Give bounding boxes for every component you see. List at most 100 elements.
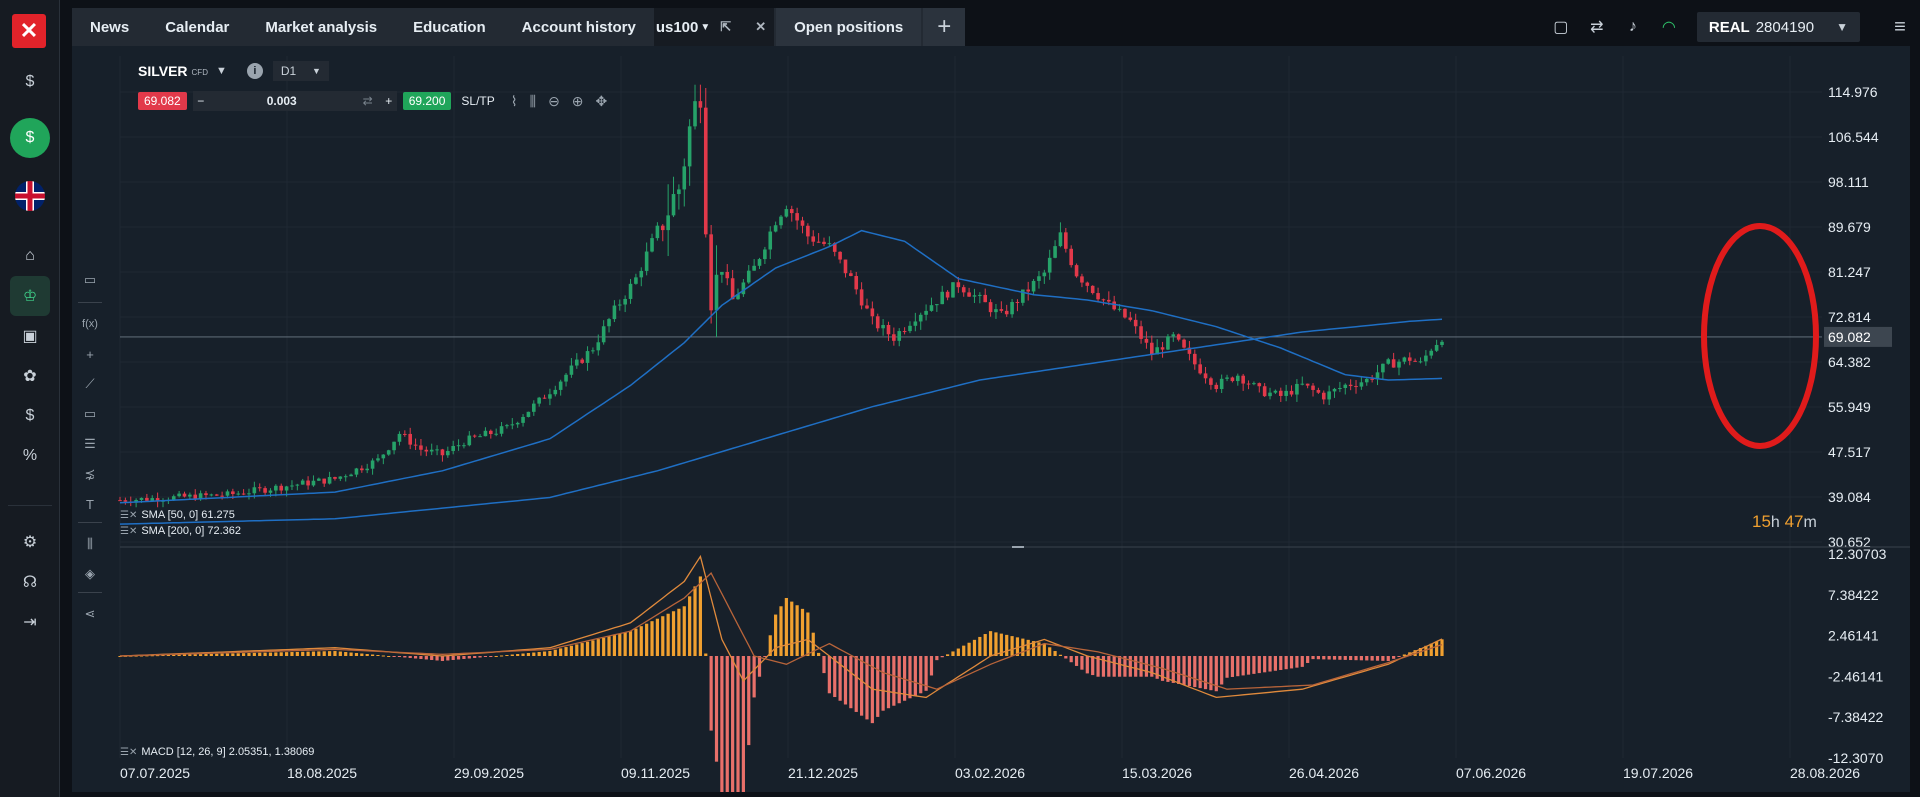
settings-small-icon[interactable]: ☰✕ bbox=[120, 509, 138, 521]
zoom-in-icon[interactable]: ⊕ bbox=[571, 92, 584, 109]
swap-icon[interactable]: ⇄ bbox=[362, 94, 373, 108]
macd-histogram-bar bbox=[972, 639, 977, 656]
macd-histogram-bar bbox=[763, 656, 767, 657]
move-icon[interactable]: ✥ bbox=[595, 92, 608, 109]
coin-icon[interactable]: $ bbox=[25, 407, 35, 424]
logout-icon[interactable]: ⇥ bbox=[23, 614, 37, 631]
zoom-out-icon[interactable]: ⊖ bbox=[548, 92, 560, 109]
text-tool-icon[interactable]: T bbox=[86, 496, 94, 512]
macd-histogram-bar bbox=[188, 654, 192, 656]
xtb-logo[interactable]: ✕ bbox=[12, 14, 46, 48]
add-tab-button[interactable]: + bbox=[923, 8, 966, 46]
macd-histogram-bar bbox=[897, 656, 901, 704]
macd-histogram-bar bbox=[311, 651, 316, 656]
tab-us100[interactable]: us100 ▼ ⇱ ✕ bbox=[653, 8, 775, 46]
caret-down-icon[interactable]: ▼ bbox=[215, 65, 227, 77]
candle-body bbox=[698, 101, 703, 108]
piggy-bank-icon[interactable]: ✿ bbox=[23, 368, 37, 385]
tab-account-history[interactable]: Account history bbox=[521, 18, 636, 36]
candle-body bbox=[1235, 375, 1240, 382]
countdown-m-unit: m bbox=[1803, 514, 1817, 531]
macd-histogram-bar bbox=[370, 654, 375, 656]
tab-education[interactable]: Education bbox=[413, 18, 486, 36]
popout-icon[interactable]: ⇱ bbox=[720, 19, 732, 34]
account-selector[interactable]: REAL 2804190 ▼ bbox=[1696, 12, 1860, 42]
macd-histogram-bar bbox=[988, 631, 993, 656]
caret-down-icon[interactable]: ▼ bbox=[700, 21, 711, 33]
candle-body bbox=[827, 243, 832, 245]
rectangle-tool-icon[interactable]: ▭ bbox=[83, 406, 97, 421]
language-flag[interactable] bbox=[10, 176, 50, 216]
tab-news[interactable]: News bbox=[90, 18, 130, 36]
candle-body bbox=[1413, 360, 1417, 362]
hamburger-menu-icon[interactable]: ≡ bbox=[1894, 15, 1906, 38]
bell-icon[interactable]: ♪ bbox=[1628, 18, 1637, 35]
candle-body bbox=[521, 416, 525, 423]
crosshair-icon[interactable]: + bbox=[86, 346, 94, 362]
macd-histogram-bar bbox=[263, 652, 267, 656]
window-icon[interactable]: ▭ bbox=[83, 272, 97, 287]
info-icon[interactable]: i bbox=[246, 63, 263, 79]
settings-small-icon[interactable]: ☰✕ bbox=[120, 746, 138, 758]
macd-histogram-bar bbox=[1091, 656, 1095, 676]
macd-histogram-bar bbox=[204, 654, 208, 656]
pitchfork-icon[interactable]: ⋨ bbox=[84, 466, 96, 481]
home-icon[interactable]: ⌂ bbox=[25, 247, 35, 264]
timeframe-select[interactable]: D1 ▼ bbox=[272, 61, 329, 81]
calculator-icon[interactable]: ▣ bbox=[22, 328, 38, 345]
candle-body bbox=[1171, 334, 1176, 337]
layers-icon[interactable]: ◈ bbox=[85, 566, 95, 581]
fibonacci-icon[interactable]: ☰ bbox=[84, 436, 96, 451]
deposit-icon[interactable]: $ bbox=[10, 118, 50, 158]
headset-icon[interactable]: ☊ bbox=[22, 574, 38, 591]
line-tool-icon[interactable]: ⟋ bbox=[85, 376, 95, 391]
toolbar-divider bbox=[78, 522, 102, 523]
sltp-button[interactable]: SL/TP bbox=[461, 94, 495, 108]
fullscreen-icon[interactable]: ▢ bbox=[1553, 19, 1569, 36]
sma200-legend[interactable]: ☰✕ SMA [200, 0] 72.362 bbox=[120, 525, 241, 537]
macd-histogram-bar bbox=[671, 611, 676, 656]
sell-price-button[interactable]: 69.082 bbox=[138, 92, 187, 110]
dollar-icon[interactable]: $ bbox=[25, 73, 35, 90]
tab-open-positions[interactable]: Open positions bbox=[776, 8, 922, 46]
tab-market-analysis[interactable]: Market analysis bbox=[265, 18, 378, 36]
settings-icon[interactable]: ⚙ bbox=[22, 534, 38, 551]
top-right-controls: ▢ ⇄ ♪ ◠ REAL 2804190 ▼ ≡ bbox=[1543, 8, 1920, 46]
macd-histogram-bar bbox=[994, 632, 998, 656]
macd-histogram-bar bbox=[924, 656, 928, 691]
candle-body bbox=[763, 249, 767, 260]
candle-body bbox=[881, 324, 885, 329]
macd-histogram-bar bbox=[327, 651, 332, 656]
symbol-name[interactable]: SILVER bbox=[138, 63, 188, 79]
quantity-input[interactable]: 0.003 bbox=[266, 94, 297, 108]
macd-histogram-bar bbox=[585, 641, 590, 656]
sma50-label: SMA [50, 0] 61.275 bbox=[141, 509, 235, 521]
macd-legend[interactable]: ☰✕ MACD [12, 26, 9] 2.05351, 1.38069 bbox=[120, 746, 314, 758]
buy-price-button[interactable]: 69.200 bbox=[402, 92, 452, 110]
candle-body bbox=[736, 294, 740, 300]
tab-calendar[interactable]: Calendar bbox=[165, 18, 230, 36]
candle-body bbox=[806, 225, 810, 237]
exchange-icon[interactable]: ⇄ bbox=[1590, 19, 1604, 36]
price-chart[interactable]: 114.976 106.544 98.111 89.679 81.247 72.814 64… bbox=[72, 46, 1910, 792]
candle-body bbox=[1424, 355, 1428, 362]
indicators-icon[interactable]: ⫼ bbox=[529, 92, 537, 109]
candle-body bbox=[994, 309, 998, 313]
sma50-legend[interactable]: ☰✕ SMA [50, 0] 61.275 bbox=[120, 509, 235, 521]
candle-body bbox=[284, 486, 289, 491]
macd-histogram-bar bbox=[688, 596, 692, 656]
chart-icon[interactable]: ♔ bbox=[10, 276, 50, 316]
plus-icon[interactable]: + bbox=[385, 94, 393, 108]
settings-small-icon[interactable]: ☰✕ bbox=[120, 525, 138, 537]
candles-icon[interactable]: ⫼ bbox=[87, 536, 93, 551]
candle-body bbox=[311, 480, 316, 486]
percent-icon[interactable]: % bbox=[22, 447, 38, 464]
share-icon[interactable]: ⋖ bbox=[84, 606, 96, 621]
function-icon[interactable]: f(x) bbox=[82, 318, 98, 330]
macd-histogram-bar bbox=[284, 652, 289, 656]
date-tick-label: 29.09.2025 bbox=[454, 765, 524, 781]
minus-icon[interactable]: − bbox=[197, 94, 205, 108]
line-chart-icon[interactable]: ⌇ bbox=[510, 92, 518, 109]
close-icon[interactable]: ✕ bbox=[755, 19, 767, 34]
macd-histogram-bar bbox=[419, 656, 423, 659]
